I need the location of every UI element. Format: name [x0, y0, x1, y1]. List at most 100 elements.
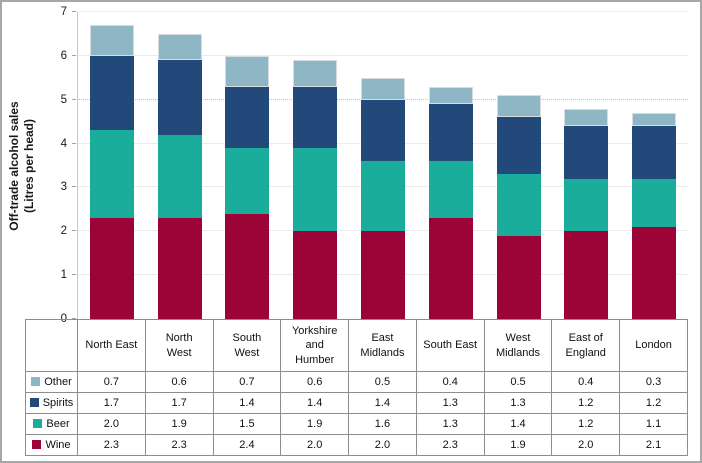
value-cell: 1.4	[483, 413, 553, 435]
legend-label: Other	[44, 376, 72, 388]
bar	[428, 86, 473, 319]
bar-segment	[564, 178, 609, 232]
legend-cell: Beer	[25, 413, 78, 435]
table-header-cell: Yorkshire and Humber	[280, 319, 350, 372]
y-tick-label: 7	[60, 6, 67, 18]
value-cell: 1.5	[212, 413, 282, 435]
bar-segment	[225, 55, 270, 87]
value-cell: 0.7	[77, 371, 146, 393]
table-header-cell: South East	[415, 319, 485, 372]
y-tick-mark	[72, 318, 76, 319]
bar-segment	[89, 25, 134, 56]
value-cell: 1.9	[144, 413, 214, 435]
bar-segment	[564, 108, 609, 127]
bar	[157, 33, 202, 319]
value-cell: 0.4	[551, 371, 621, 393]
bar-segment	[225, 213, 270, 319]
legend-label: Spirits	[42, 397, 74, 409]
bar-segment	[496, 117, 541, 175]
y-tick-label: 5	[60, 93, 67, 106]
value-cell: 1.1	[619, 413, 688, 435]
bar-segment	[89, 218, 134, 319]
y-tick-mark	[72, 54, 76, 56]
y-tick-label: 2	[60, 225, 67, 238]
bar-segment	[293, 147, 338, 232]
value-cell: 1.9	[280, 413, 350, 435]
bar-segment	[428, 104, 473, 162]
bar-segment	[564, 231, 609, 319]
bar-column	[146, 12, 214, 319]
value-cell: 1.2	[619, 392, 688, 414]
bar-column	[214, 12, 282, 319]
y-tick-mark	[72, 274, 76, 276]
bar-segment	[89, 130, 134, 219]
value-cell: 2.3	[415, 434, 485, 456]
bar-segment	[361, 99, 406, 162]
legend-swatch	[33, 419, 43, 428]
gridline	[78, 11, 688, 12]
bar-segment	[428, 161, 473, 219]
y-tick-label: 1	[60, 269, 67, 282]
value-cell: 0.5	[348, 371, 417, 393]
bar-column	[485, 12, 553, 319]
data-table: North East North West South West Yorkshire …	[25, 319, 688, 456]
bar-segment	[496, 174, 541, 236]
bar-column	[349, 12, 417, 319]
bar-column	[78, 12, 146, 319]
value-cell: 0.5	[483, 371, 553, 393]
bar-segment	[632, 226, 677, 319]
value-cell: 1.3	[415, 392, 485, 414]
bar-segment	[157, 218, 202, 319]
value-cell: 1.4	[212, 392, 282, 414]
legend-swatch	[32, 440, 42, 449]
bar	[496, 95, 541, 319]
table-header-cell: North East	[77, 319, 146, 372]
legend-swatch	[29, 398, 39, 407]
bar-column	[620, 12, 688, 319]
bar-segment	[632, 112, 677, 127]
legend-label: Wine	[45, 439, 71, 451]
bar-segment	[293, 60, 338, 87]
value-cell: 1.3	[415, 413, 485, 435]
legend-cell: Wine	[25, 434, 78, 456]
value-cell: 1.4	[348, 392, 417, 414]
bar-segment	[157, 33, 202, 61]
table-row: Beer 2.0 1.9 1.5 1.9 1.6 1.3 1.4 1.2 1.1	[25, 413, 688, 435]
bar-segment	[225, 86, 270, 148]
table-corner-cell	[25, 319, 78, 372]
value-cell: 1.2	[551, 392, 621, 414]
table-header-row: North East North West South West Yorkshire …	[25, 319, 688, 372]
table-header-cell: South West	[212, 319, 282, 372]
bar-segment	[496, 95, 541, 118]
table-header-cell: North West	[144, 319, 214, 372]
value-cell: 0.7	[212, 371, 282, 393]
legend-cell: Other	[25, 371, 78, 393]
bar-column	[417, 12, 485, 319]
value-cell: 0.4	[415, 371, 485, 393]
bar-segment	[157, 134, 202, 219]
bar	[564, 108, 609, 319]
value-cell: 2.0	[551, 434, 621, 456]
bar	[293, 60, 338, 319]
bar-segment	[428, 86, 473, 105]
bar	[89, 25, 134, 319]
value-cell: 1.9	[483, 434, 553, 456]
bar-segment	[293, 231, 338, 319]
value-cell: 0.6	[144, 371, 214, 393]
bar-segment	[428, 218, 473, 319]
y-tick-label: 3	[60, 181, 67, 194]
y-tick-mark	[72, 230, 76, 232]
bar-column	[281, 12, 349, 319]
bar	[361, 77, 406, 319]
plot-area	[77, 11, 688, 319]
value-cell: 1.2	[551, 413, 621, 435]
table-row: Wine 2.3 2.3 2.4 2.0 2.0 2.3 1.9 2.0 2.1	[25, 434, 688, 456]
y-tick-mark	[72, 142, 76, 144]
y-tick-mark	[72, 186, 76, 188]
y-tick-label: 6	[60, 49, 67, 62]
y-tick-label: 4	[60, 137, 67, 150]
bar	[225, 55, 270, 319]
value-cell: 1.4	[280, 392, 350, 414]
table-header-cell: West Midlands	[483, 319, 553, 372]
